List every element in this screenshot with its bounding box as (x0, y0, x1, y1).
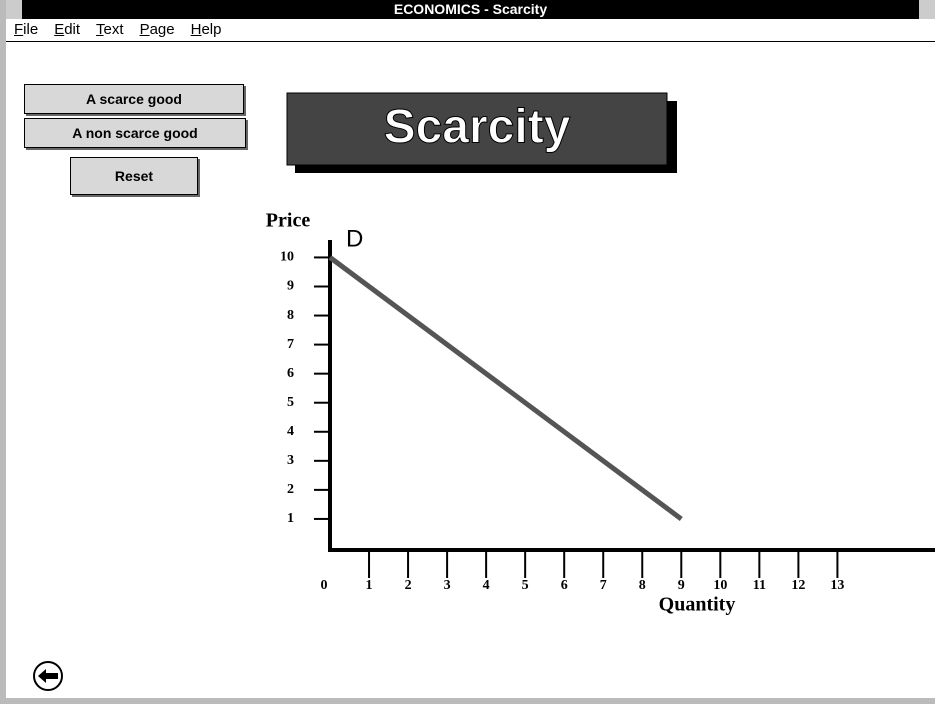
menu-item[interactable]: Text (96, 21, 124, 38)
x-tick-label: 9 (678, 578, 685, 593)
demand-line (328, 255, 683, 521)
y-tick-label: 10 (280, 250, 294, 265)
y-tick-label: 6 (287, 366, 294, 381)
banner-title: Scarcity (384, 101, 571, 154)
menu-item[interactable]: File (14, 21, 39, 38)
y-tick-label: 1 (287, 511, 294, 526)
window-title: ECONOMICS - Scarcity (393, 1, 548, 17)
x-tick-label: 12 (791, 578, 805, 593)
button[interactable]: A scarce good (24, 84, 244, 114)
minimize-button[interactable] (918, 0, 935, 19)
x-tick-label: 13 (830, 578, 844, 593)
x-tick-label: 0 (321, 578, 328, 593)
x-tick-label: 6 (561, 578, 568, 593)
y-tick-label: 7 (287, 337, 294, 352)
banner (286, 92, 668, 166)
y-tick-label: 3 (287, 453, 294, 468)
menu-bar: File Edit Text Page Help (6, 19, 935, 42)
x-tick-label: 10 (713, 578, 727, 593)
back-arrow (38, 669, 58, 683)
x-tick-label: 11 (753, 578, 766, 593)
y-tick-label: 9 (287, 279, 294, 294)
y-tick-label: 5 (287, 395, 294, 410)
x-tick-label: 2 (405, 578, 412, 593)
menu-item[interactable]: Help (190, 21, 222, 38)
x-tick-label: 5 (522, 578, 529, 593)
x-tick-label: 4 (483, 578, 490, 593)
x-tick-label: 3 (444, 578, 451, 593)
y-tick-label: 8 (287, 308, 294, 323)
x-tick-label: 7 (600, 578, 607, 593)
y-tick-label: 4 (287, 424, 294, 439)
title-bar: ECONOMICS - Scarcity (6, 0, 935, 19)
system-menu[interactable] (6, 0, 23, 19)
y-tick-label: 2 (287, 482, 294, 497)
menu-item[interactable]: Edit (54, 21, 81, 38)
button[interactable]: Reset (70, 157, 198, 195)
x-tick-label: 1 (366, 578, 373, 593)
x-axis-label: Quantity (659, 594, 736, 616)
y-axis-label: Price (266, 210, 311, 232)
line-label: D (346, 225, 363, 252)
button[interactable]: A non scarce good (24, 118, 246, 148)
x-tick-label: 8 (639, 578, 646, 593)
menu-item[interactable]: Page (139, 21, 175, 38)
